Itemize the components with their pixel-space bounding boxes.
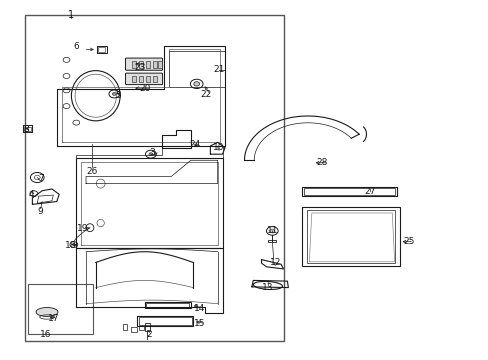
Text: 9: 9 [38, 207, 43, 216]
Bar [122, 324, 127, 330]
FancyBboxPatch shape [125, 58, 162, 70]
Bar [144, 302, 190, 309]
Text: 18: 18 [64, 241, 76, 250]
Text: 28: 28 [316, 158, 327, 167]
FancyBboxPatch shape [125, 73, 162, 85]
Text: 3: 3 [149, 148, 154, 157]
Circle shape [193, 82, 199, 86]
Text: 10: 10 [213, 143, 224, 152]
Bar [302, 187, 396, 196]
Bar [168, 51, 224, 87]
Text: 17: 17 [47, 314, 59, 323]
Text: 26: 26 [86, 167, 98, 176]
Bar [24, 127, 31, 131]
Bar [153, 61, 157, 68]
Text: 7: 7 [38, 174, 43, 183]
Text: 19: 19 [77, 224, 88, 233]
Text: 5: 5 [115, 91, 121, 100]
Bar [97, 46, 106, 53]
Text: 8: 8 [23, 125, 29, 134]
Bar [153, 76, 157, 82]
Bar [144, 323, 150, 330]
Bar [137, 316, 193, 326]
Text: 12: 12 [269, 258, 280, 267]
Bar [139, 317, 191, 325]
Text: 11: 11 [266, 226, 278, 235]
Bar [139, 76, 143, 82]
Text: 4: 4 [28, 190, 34, 199]
Text: 21: 21 [213, 65, 224, 74]
Bar [146, 61, 150, 68]
Circle shape [149, 153, 153, 156]
Circle shape [72, 243, 75, 246]
Bar [158, 61, 161, 68]
Bar [306, 210, 394, 263]
Text: 1: 1 [68, 10, 74, 20]
Text: 6: 6 [73, 42, 79, 51]
Bar [304, 188, 394, 195]
Bar [98, 47, 105, 51]
Text: 24: 24 [189, 140, 200, 149]
Text: 20: 20 [139, 84, 150, 93]
Bar [132, 61, 136, 68]
Bar [146, 303, 189, 307]
Text: 25: 25 [403, 237, 414, 246]
Ellipse shape [36, 307, 58, 316]
Bar [25, 15, 283, 341]
Text: 22: 22 [200, 90, 211, 99]
Text: 15: 15 [194, 319, 205, 328]
Text: 23: 23 [134, 63, 145, 72]
Bar [302, 207, 399, 266]
Circle shape [112, 93, 116, 95]
Bar [132, 76, 136, 82]
Circle shape [269, 229, 274, 233]
Bar [22, 126, 32, 132]
Bar [27, 284, 93, 334]
Bar [146, 76, 150, 82]
Bar [139, 61, 143, 68]
Text: 13: 13 [262, 283, 273, 292]
Bar [131, 327, 137, 332]
Text: 2: 2 [146, 330, 152, 339]
Text: 27: 27 [364, 187, 375, 196]
Bar [268, 240, 276, 242]
Bar [139, 325, 143, 330]
Text: 14: 14 [194, 304, 205, 313]
Text: 16: 16 [40, 330, 51, 339]
